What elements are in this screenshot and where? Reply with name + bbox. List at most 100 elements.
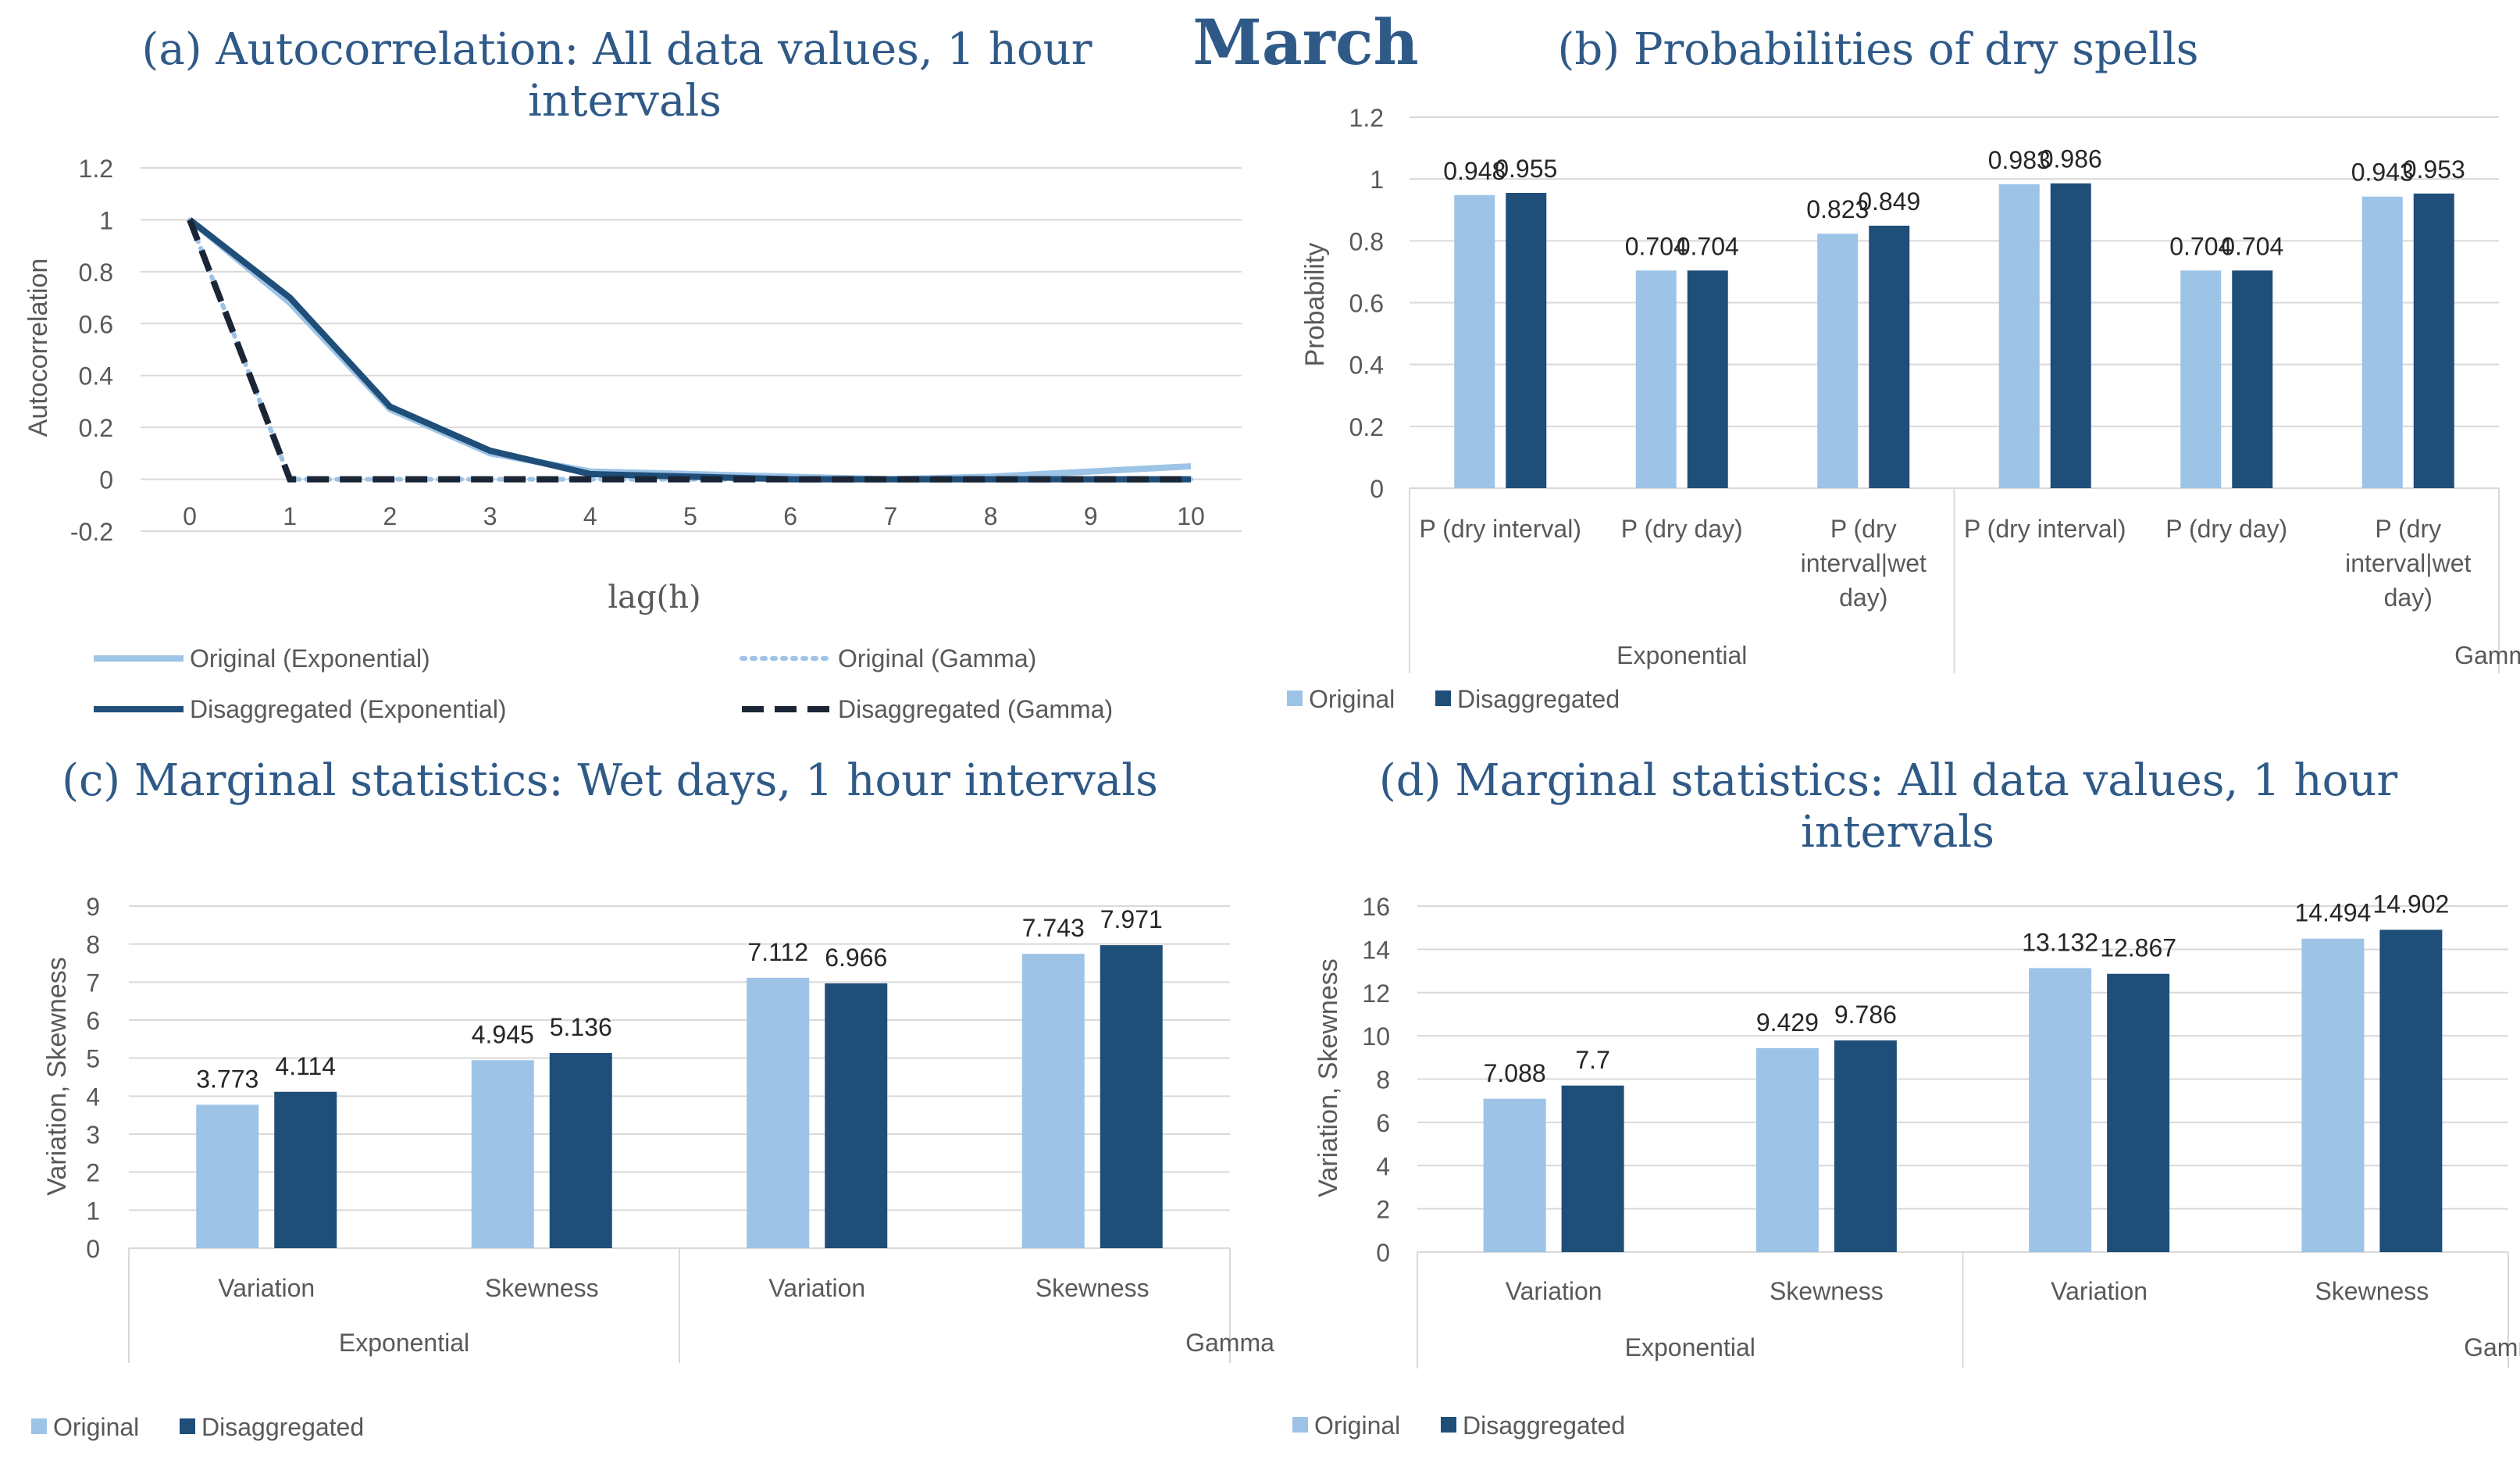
panel-b-data-label: 0.823 (1806, 195, 1869, 223)
panel-c-legend-label: Original (53, 1413, 139, 1441)
panel-a-y-axis-label: Autocorrelation (23, 259, 53, 437)
panel-b-data-label: 0.704 (2221, 232, 2283, 260)
panel-b-group-label: Exponential (1616, 641, 1747, 669)
panel-b-data-label: 0.953 (2403, 155, 2465, 184)
panel-b-data-label: 0.986 (2040, 145, 2102, 173)
panel-c-legend-swatch-original (31, 1418, 47, 1434)
panel-c-bar-disaggregated (549, 1053, 612, 1248)
panel-c-legend-swatch-disaggregated (180, 1418, 195, 1434)
panel-b-bar-disaggregated (1869, 225, 1910, 488)
panel-d-legend-label: Disaggregated (1463, 1411, 1625, 1440)
panel-c-data-label: 7.743 (1022, 914, 1085, 942)
panel-b-bar-disaggregated (2232, 270, 2273, 488)
panel-b-bar-disaggregated (2050, 183, 2091, 489)
panel-d-title-line2: intervals (1801, 807, 1994, 858)
panel-b-y-tick-label: 0.4 (1349, 351, 1384, 380)
panel-b-category-label: P (dry day) (1621, 515, 1743, 543)
panel-a-x-tick-label: 1 (283, 502, 297, 530)
panel-c-data-label: 5.136 (550, 1013, 612, 1041)
panel-a-y-tick-label: 0.4 (79, 362, 113, 391)
panel-a-autocorrelation: (a) Autocorrelation: All data values, 1 … (23, 24, 1242, 723)
panel-c-y-tick-label: 2 (86, 1159, 100, 1187)
panel-d-bar-disaggregated (2107, 973, 2170, 1252)
panel-a-legend-label: Disaggregated (Gamma) (838, 695, 1113, 723)
panel-d-data-label: 9.429 (1756, 1008, 1819, 1036)
panel-b-data-label: 0.849 (1858, 187, 1920, 216)
panel-c-bar-original (1021, 954, 1085, 1248)
panel-b-title: (b) Probabilities of dry spells (1558, 24, 2199, 75)
panel-b-category-label: P (dry interval) (1420, 515, 1581, 543)
panel-d-bar-original (1483, 1098, 1546, 1252)
panel-b-y-axis-label: Probability (1300, 243, 1330, 367)
panel-c-y-tick-label: 7 (86, 969, 100, 997)
panel-d-bar-disaggregated (2379, 929, 2443, 1252)
panel-d-bar-original (2301, 938, 2365, 1252)
panel-c-data-label: 6.966 (825, 944, 887, 972)
panel-c-y-tick-label: 9 (86, 893, 100, 921)
panel-c-category-label: Variation (768, 1274, 865, 1302)
panel-c-data-label: 4.114 (275, 1052, 336, 1080)
panel-a-x-tick-label: 5 (683, 502, 697, 530)
panel-d-bar-disaggregated (1834, 1040, 1897, 1252)
panel-d-bar-original (1755, 1047, 1819, 1252)
month-title: March (1192, 5, 1418, 79)
panel-d-data-label: 13.132 (2022, 928, 2098, 956)
panel-b-legend-swatch-disaggregated (1435, 690, 1451, 706)
panel-c-y-tick-label: 3 (86, 1121, 100, 1149)
panel-b-y-tick-label: 1.2 (1349, 104, 1384, 132)
panel-a-y-tick-label: 0.6 (79, 310, 113, 338)
panel-c-y-tick-label: 4 (86, 1083, 100, 1111)
panel-c-data-label: 3.773 (196, 1065, 258, 1093)
panel-b-bar-original (1998, 184, 2040, 489)
panel-d-data-label: 7.088 (1484, 1059, 1546, 1087)
panel-a-y-tick-label: 0 (99, 466, 113, 494)
panel-c-data-label: 7.971 (1100, 905, 1163, 933)
panel-b-category-label: P (dry (2375, 515, 2441, 543)
panel-a-x-axis-label: lag(h) (608, 580, 700, 615)
panel-b-legend-label: Original (1309, 685, 1395, 713)
panel-d-category-label: Variation (1506, 1277, 1602, 1305)
panel-c-category-label: Skewness (485, 1274, 599, 1302)
panel-b-y-tick-label: 1 (1370, 166, 1384, 194)
panel-b-category-label: interval|wet (1801, 549, 1927, 577)
panel-c-bar-original (747, 977, 810, 1248)
panel-a-x-tick-label: 9 (1084, 502, 1098, 530)
panel-b-bar-original (2180, 270, 2222, 488)
panel-d-data-label: 9.786 (1834, 1001, 1897, 1029)
panel-b-bar-disaggregated (1687, 270, 1728, 488)
panel-b-category-label: P (dry (1830, 515, 1897, 543)
panel-b-bar-disaggregated (1506, 192, 1547, 488)
panel-d-category-label: Skewness (1770, 1277, 1884, 1305)
panel-d-category-label: Skewness (2315, 1277, 2429, 1305)
panel-a-x-tick-label: 6 (783, 502, 797, 530)
panel-c-y-tick-label: 1 (86, 1197, 100, 1225)
panel-c-y-tick-label: 8 (86, 931, 100, 959)
panel-b-data-label: 0.704 (1625, 232, 1688, 260)
panel-a-title: (a) Autocorrelation: All data values, 1 … (141, 24, 1092, 75)
panel-c-group-label: Gamma (1185, 1329, 1274, 1357)
panel-c-y-tick-label: 5 (86, 1045, 100, 1073)
panel-d-data-label: 14.494 (2294, 899, 2371, 927)
panel-a-series-line (187, 218, 1191, 483)
panel-d-legend-swatch-disaggregated (1441, 1417, 1456, 1433)
panel-c-category-label: Skewness (1035, 1274, 1150, 1302)
panel-b-data-label: 0.983 (1988, 146, 2051, 174)
panel-c-y-axis-label: Variation, Skewness (42, 957, 72, 1196)
panel-c-bar-disaggregated (274, 1091, 337, 1248)
panel-b-legend-label: Disaggregated (1457, 685, 1620, 713)
panel-a-title-line2: intervals (528, 76, 722, 127)
panel-c-category-label: Variation (218, 1274, 315, 1302)
panel-a-x-tick-label: 3 (483, 502, 497, 530)
panel-b-bar-original (2361, 196, 2403, 488)
panel-c-data-label: 7.112 (747, 938, 808, 966)
panel-c-bar-original (196, 1104, 259, 1248)
panel-b-data-label: 0.704 (1677, 232, 1739, 260)
panel-a-legend-label: Original (Exponential) (190, 644, 430, 673)
panel-d-title: (d) Marginal statistics: All data values… (1379, 755, 2397, 806)
panel-a-y-tick-label: 1 (99, 206, 113, 234)
panel-d-y-axis-label: Variation, Skewness (1313, 958, 1343, 1197)
panel-a-legend-label: Original (Gamma) (838, 644, 1036, 673)
panel-d-data-label: 7.7 (1575, 1046, 1609, 1074)
panel-b-group-label: Gamma (2454, 641, 2520, 669)
panel-b-y-tick-label: 0.8 (1349, 227, 1384, 255)
